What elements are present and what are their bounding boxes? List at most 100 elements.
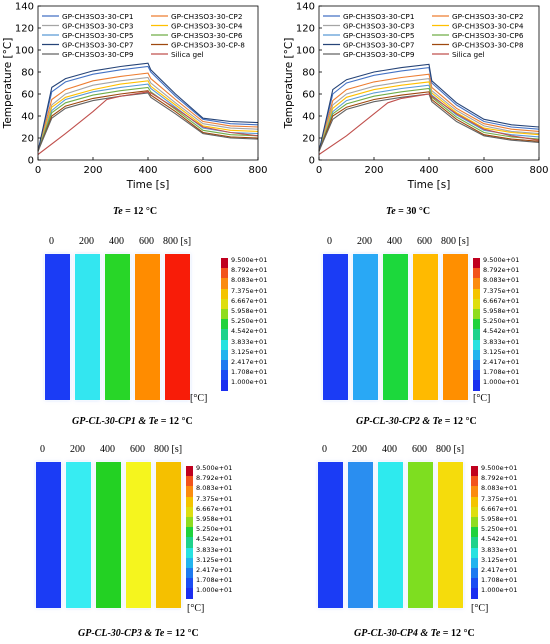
color-scale-swatch (221, 268, 228, 279)
line-chart-1: 0 20 40 60 80 100 120 140 0 200 400 600 800 Time [s] T… (283, 2, 549, 192)
color-scale-label: 3.125e+01 (231, 347, 268, 356)
y-tick-label: 100 (296, 46, 315, 57)
color-scale-swatch (473, 288, 480, 300)
color-scale-swatch (221, 258, 228, 269)
color-scale-swatch (221, 288, 228, 300)
legend-entry: GP-CH3SO3-30-CP8 (452, 40, 524, 49)
panel-caption-cp2: GP-CL-30-CP2 & Te = 12 °C (356, 416, 477, 427)
color-scale-label: 1.708e+01 (483, 368, 520, 377)
time-tick-label-last: 800 [s] (163, 236, 192, 247)
color-scale-label: 4.542e+01 (483, 327, 520, 336)
series-line-8 (37, 92, 259, 152)
contour-bar-2 (96, 462, 121, 608)
color-scale-swatch (471, 588, 478, 599)
color-scale-label: 2.417e+01 (483, 358, 520, 366)
time-tick-label: 200 (79, 236, 94, 247)
color-scale-swatch (473, 349, 480, 361)
color-scale-swatch (186, 578, 193, 589)
color-scale-label: 8.792e+01 (483, 266, 520, 275)
y-tick-label: 80 (302, 68, 315, 79)
color-scale-label: 5.958e+01 (231, 307, 268, 315)
color-scale-swatch (221, 329, 228, 340)
series-line-4 (37, 83, 259, 152)
color-scale-swatch (471, 466, 478, 477)
contour-panel-cp4: 0 200 400 600 800 [s] 9.500e+01 8.792e+01 8.083… (275, 440, 550, 640)
legend-entry: GP-CH3SO3-30-CP4 (171, 21, 243, 30)
color-scale-label: 5.250e+01 (481, 525, 518, 534)
time-tick-label: 400 (100, 444, 115, 455)
time-tick-label: 0 (49, 236, 54, 247)
x-tick-label: 600 (474, 165, 493, 176)
legend-entry: Silica gel (452, 50, 485, 59)
y-tick-label: 140 (296, 2, 315, 13)
y-tick-label: 80 (21, 68, 34, 79)
x-tick-label: 0 (35, 165, 41, 176)
panel-caption-cp1: GP-CL-30-CP1 & Te = 12 °C (72, 416, 193, 427)
contour-bar-1 (75, 254, 100, 400)
color-scale-label: 8.083e+01 (483, 276, 520, 285)
y-tick-label: 20 (21, 134, 34, 145)
color-scale-swatch (471, 527, 478, 538)
series-line-6 (318, 63, 540, 152)
color-scale-swatch (473, 309, 480, 320)
color-scale-label: 7.375e+01 (231, 286, 268, 295)
legend-entry: GP-CH3SO3-30-CP-8 (171, 40, 245, 49)
x-tick-label: 0 (316, 165, 322, 176)
color-scale-swatch (473, 268, 480, 279)
color-scale-label: 8.083e+01 (196, 484, 233, 493)
y-tick-label: 60 (21, 90, 34, 101)
series-line-2 (37, 76, 259, 152)
color-scale-swatch (221, 278, 228, 289)
contour-bar-1 (348, 462, 373, 608)
color-scale-label: 3.125e+01 (196, 555, 233, 564)
color-scale-swatch (221, 349, 228, 361)
temperature-unit: [°C] (187, 603, 205, 614)
color-scale-label: 8.792e+01 (196, 474, 233, 483)
x-tick-label: 200 (83, 165, 102, 176)
color-scale-label: 1.000e+01 (231, 378, 268, 387)
legend-entry: GP-CH3SO3-30-CP7 (343, 40, 415, 49)
time-tick-label: 400 (387, 236, 402, 247)
contour-bar-4 (438, 462, 463, 608)
legend-entry: Silica gel (171, 50, 204, 59)
color-scale-label: 1.000e+01 (483, 378, 520, 387)
color-scale-label: 1.708e+01 (231, 368, 268, 377)
contour-panel-cp1: 0 200 400 600 800 [s] 9.500e+01 8.792e+01 8.083… (0, 232, 275, 432)
color-scale-label: 9.500e+01 (231, 256, 268, 264)
color-scale-swatch (471, 568, 478, 579)
series-line-9 (318, 93, 540, 155)
color-scale-swatch (471, 537, 478, 548)
color-scale-label: 9.500e+01 (481, 464, 518, 472)
y-tick-label: 40 (21, 112, 34, 123)
series-line-0 (318, 66, 540, 152)
color-scale-label: 3.125e+01 (481, 555, 518, 564)
x-tick-label: 400 (138, 165, 157, 176)
color-scale-label: 6.667e+01 (481, 504, 518, 513)
color-scale-label: 5.958e+01 (481, 515, 518, 523)
series-line-7 (37, 90, 259, 152)
legend-entry: GP-CH3SO3-30-CP1 (343, 12, 414, 21)
y-axis-label: Temperature [°C] (283, 38, 295, 130)
color-scale-swatch (186, 537, 193, 548)
color-scale-swatch (471, 476, 478, 487)
color-scale-label: 8.792e+01 (231, 266, 268, 275)
color-scale-label: 3.833e+01 (196, 545, 233, 554)
color-scale-swatch (186, 506, 193, 518)
contour-bar-4 (443, 254, 468, 400)
color-scale-swatch (473, 278, 480, 289)
series-line-7 (318, 91, 540, 152)
legend-entry: GP-CH3SO3-30-CP6 (171, 31, 243, 40)
color-scale-swatch (471, 517, 478, 528)
color-scale-label: 1.000e+01 (196, 586, 233, 595)
legend-entry: GP-CH3SO3-30-CP9 (62, 50, 134, 59)
legend-entry: GP-CH3SO3-30-CP2 (171, 12, 242, 21)
legend-entry: GP-CH3SO3-30-CP3 (62, 21, 134, 30)
time-tick-label: 600 (139, 236, 154, 247)
temperature-unit: [°C] (473, 393, 491, 404)
series-line-0 (37, 65, 259, 152)
legend-entry: GP-CH3SO3-30-CP3 (343, 21, 415, 30)
color-scale-label: 8.083e+01 (481, 484, 518, 493)
series-line-1 (318, 73, 540, 152)
legend-entry: GP-CH3SO3-30-CP4 (452, 21, 524, 30)
x-tick-label: 200 (364, 165, 383, 176)
